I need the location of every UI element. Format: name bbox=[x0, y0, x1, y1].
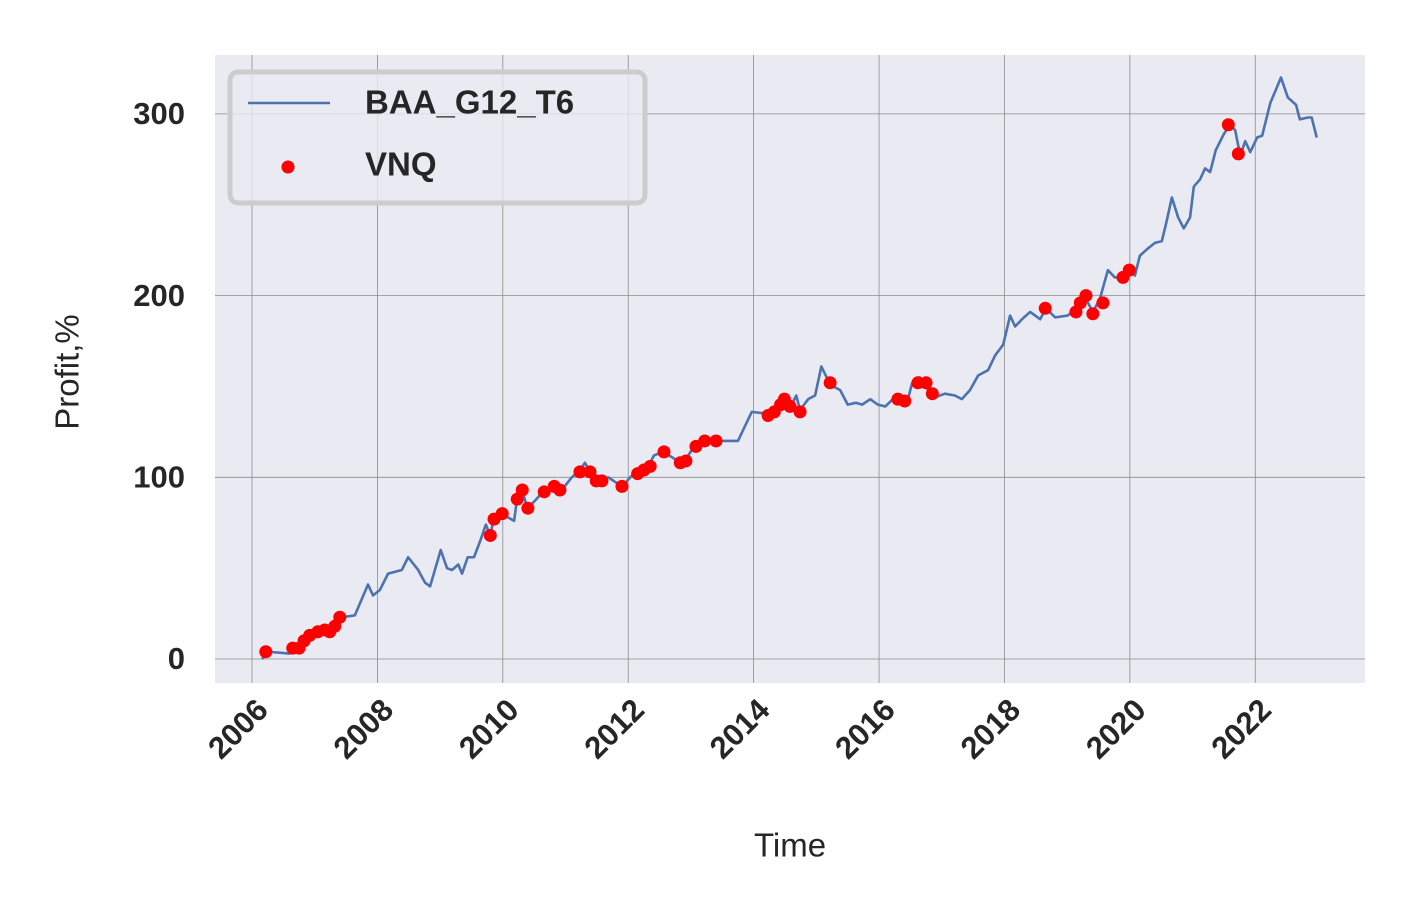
scatter-point bbox=[515, 483, 529, 497]
legend-box bbox=[227, 69, 648, 206]
scatter-point bbox=[537, 485, 551, 499]
y-axis-label: Profit,% bbox=[49, 314, 86, 430]
scatter-point bbox=[259, 645, 273, 659]
y-tick-label: 300 bbox=[133, 96, 185, 131]
scatter-point bbox=[783, 399, 797, 413]
scatter-point bbox=[643, 459, 657, 473]
scatter-point bbox=[657, 445, 671, 459]
scatter-point bbox=[553, 483, 567, 497]
scatter-point bbox=[573, 465, 587, 479]
scatter-point bbox=[919, 376, 933, 390]
x-tick-label: 2022 bbox=[1204, 692, 1278, 766]
scatter-point bbox=[823, 376, 837, 390]
x-tick-label: 2014 bbox=[703, 691, 777, 765]
scatter-point bbox=[1096, 296, 1110, 310]
scatter-point bbox=[1086, 307, 1100, 321]
scatter-point bbox=[793, 405, 807, 419]
legend-marker bbox=[281, 160, 295, 174]
legend: BAA_G12_T6 VNQ bbox=[227, 69, 648, 206]
scatter-point bbox=[483, 528, 497, 542]
y-tick-label: 200 bbox=[133, 278, 185, 313]
y-tick-label: 0 bbox=[168, 641, 185, 676]
x-tick-label: 2016 bbox=[828, 692, 902, 766]
scatter-point bbox=[1122, 263, 1136, 277]
x-tick-label: 2020 bbox=[1079, 692, 1153, 766]
scatter-point bbox=[1231, 147, 1245, 161]
scatter-point bbox=[1221, 118, 1235, 132]
scatter-point bbox=[709, 434, 723, 448]
x-tick-label: 2010 bbox=[452, 692, 526, 766]
y-tick-label: 100 bbox=[133, 459, 185, 494]
scatter-point bbox=[583, 465, 597, 479]
scatter-point bbox=[495, 507, 509, 521]
line bbox=[261, 76, 1318, 660]
scatter-point bbox=[1079, 289, 1093, 303]
x-tick-label: 2008 bbox=[327, 692, 401, 766]
scatter-point bbox=[698, 434, 712, 448]
scatter-point bbox=[679, 454, 693, 468]
scatter-point bbox=[925, 387, 939, 401]
legend-label: BAA_G12_T6 bbox=[365, 84, 574, 121]
x-axis-label: Time bbox=[754, 827, 826, 864]
x-tick-label: 2018 bbox=[954, 692, 1028, 766]
scatter-point bbox=[595, 474, 609, 488]
scatter-point bbox=[898, 394, 912, 408]
x-tick-label: 2006 bbox=[201, 692, 275, 766]
scatter-point bbox=[1038, 301, 1052, 315]
scatter-point bbox=[333, 610, 347, 624]
scatter-point bbox=[521, 501, 535, 515]
x-tick-label: 2012 bbox=[577, 692, 651, 766]
scatter-point bbox=[615, 479, 629, 493]
marks bbox=[259, 76, 1318, 660]
legend-label: VNQ bbox=[365, 146, 437, 183]
